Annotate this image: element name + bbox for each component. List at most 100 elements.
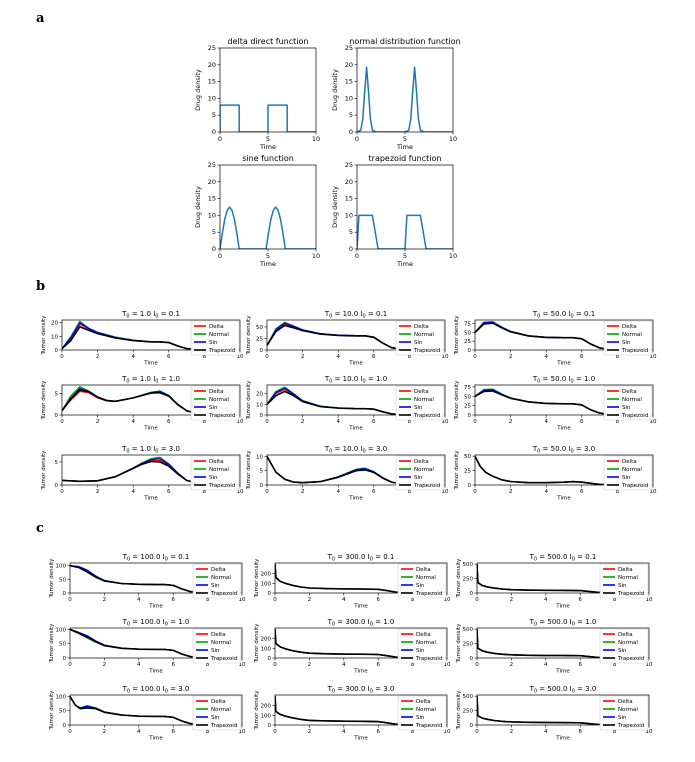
x-tick-label: 2 bbox=[308, 729, 312, 735]
title-segment: 0 bbox=[165, 689, 168, 695]
legend-label-normal: Normal bbox=[618, 575, 638, 581]
y-tick-label: 0 bbox=[268, 591, 272, 597]
x-tick-label: 10 bbox=[646, 597, 653, 603]
x-tick-label: 2 bbox=[510, 597, 514, 603]
title-segment: T bbox=[327, 685, 333, 693]
legend-label-sin: Sin bbox=[211, 583, 220, 589]
plot-frame bbox=[266, 454, 446, 486]
legend-label-trapezoid: Trapezoid bbox=[210, 591, 237, 597]
x-tick-label: 0 bbox=[473, 489, 477, 495]
x-tick-label: 6 bbox=[171, 597, 175, 603]
legend-label-delta: Delta bbox=[416, 567, 431, 573]
x-tick-label: 6 bbox=[372, 419, 376, 425]
series-line-trapezoid bbox=[267, 456, 401, 485]
chart-title: trapezoid function bbox=[369, 154, 442, 163]
x-tick-label: 0 bbox=[265, 354, 269, 360]
title-segment: T bbox=[121, 445, 127, 453]
y-tick-label: 20 bbox=[345, 61, 353, 69]
title-segment: 0 bbox=[534, 689, 537, 695]
legend-box bbox=[599, 695, 649, 731]
legend-label-sin: Sin bbox=[618, 583, 627, 589]
title-segment: = 1.0 bbox=[366, 375, 387, 383]
x-tick-label: 6 bbox=[578, 729, 582, 735]
x-axis-label: Time bbox=[555, 669, 570, 675]
legend-label-normal: Normal bbox=[211, 707, 231, 713]
title-segment: T bbox=[324, 310, 330, 318]
series-group bbox=[70, 564, 200, 593]
x-axis-label: Time bbox=[348, 496, 363, 502]
x-axis-label: Time bbox=[259, 260, 276, 268]
x-tick-label: 4 bbox=[342, 662, 346, 668]
x-tick-label: 4 bbox=[544, 729, 548, 735]
series-line-trapezoid bbox=[475, 322, 609, 350]
legend-label-sin: Sin bbox=[622, 475, 631, 481]
title-segment: = 0.1 bbox=[575, 553, 596, 561]
legend: Delta Normal Sin Trapezoid bbox=[603, 385, 653, 421]
title-segment: 0 bbox=[155, 449, 158, 455]
legend-label-normal: Normal bbox=[414, 397, 434, 403]
y-tick-label: 0 bbox=[212, 245, 216, 253]
series-line-trapezoid bbox=[62, 460, 196, 484]
x-tick-label: 0 bbox=[355, 252, 359, 260]
x-axis-label: Time bbox=[353, 736, 368, 742]
title-segment: T bbox=[122, 618, 128, 626]
y-axis-label: Tumor density bbox=[454, 450, 460, 491]
series-group bbox=[267, 386, 401, 415]
title-segment: 0 bbox=[329, 314, 332, 320]
chart-title: sine function bbox=[242, 154, 294, 163]
y-tick-label: 0 bbox=[468, 348, 472, 354]
legend-label-delta: Delta bbox=[211, 567, 226, 573]
chart-title: T0 = 10.0 I0 = 1.0 bbox=[324, 375, 387, 385]
x-tick-label: 0 bbox=[60, 354, 64, 360]
x-tick-label: 8 bbox=[203, 419, 207, 425]
title-segment: = 1.0 bbox=[168, 618, 189, 626]
x-tick-label: 0 bbox=[273, 597, 277, 603]
legend-label-trapezoid: Trapezoid bbox=[621, 483, 648, 489]
y-tick-label: 100 bbox=[56, 627, 67, 633]
x-tick-label: 0 bbox=[475, 729, 479, 735]
x-tick-label: 8 bbox=[206, 729, 210, 735]
title-segment: T bbox=[529, 618, 535, 626]
y-tick-label: 25 bbox=[208, 44, 216, 52]
legend-label-sin: Sin bbox=[416, 583, 425, 589]
legend-label-sin: Sin bbox=[211, 648, 220, 654]
chart-title: normal distribution function bbox=[349, 37, 460, 46]
legend-label-sin: Sin bbox=[414, 405, 423, 411]
legend-label-delta: Delta bbox=[211, 632, 226, 638]
y-axis-label: Tumor density bbox=[41, 315, 47, 356]
x-tick-label: 8 bbox=[613, 597, 617, 603]
x-tick-label: 0 bbox=[60, 489, 64, 495]
title-segment: = 3.0 bbox=[574, 445, 595, 453]
title-segment: 0 bbox=[534, 557, 537, 563]
series-line-trapezoid bbox=[477, 629, 607, 658]
x-tick-label: 2 bbox=[301, 489, 305, 495]
x-tick-label: 6 bbox=[376, 597, 380, 603]
legend: Delta Normal Sin Trapezoid bbox=[190, 385, 240, 421]
x-tick-label: 0 bbox=[355, 135, 359, 143]
y-axis-label: Tumor density bbox=[456, 623, 462, 664]
title-segment: 0 bbox=[571, 314, 574, 320]
chart-title: T0 = 300.0 I0 = 3.0 bbox=[327, 685, 395, 695]
title-segment: 0 bbox=[126, 379, 129, 385]
legend-label-delta: Delta bbox=[416, 632, 431, 638]
legend-box bbox=[192, 695, 242, 731]
y-tick-label: 10 bbox=[51, 334, 58, 340]
chart-title: T0 = 10.0 I0 = 3.0 bbox=[324, 445, 387, 455]
title-segment: T bbox=[121, 375, 127, 383]
x-tick-label: 4 bbox=[131, 354, 135, 360]
y-tick-label: 0 bbox=[212, 128, 216, 136]
y-axis-label: Tumor density bbox=[454, 315, 460, 356]
series-line-trapezoid bbox=[477, 564, 607, 593]
y-tick-label: 25 bbox=[208, 161, 216, 169]
title-segment: = 0.1 bbox=[574, 310, 595, 318]
y-axis-label: Drug density bbox=[194, 186, 202, 228]
title-segment: 0 bbox=[370, 622, 373, 628]
title-segment: T bbox=[121, 310, 127, 318]
y-axis-label: Tumor density bbox=[456, 690, 462, 731]
x-tick-label: 0 bbox=[218, 252, 222, 260]
series-group bbox=[475, 388, 609, 415]
